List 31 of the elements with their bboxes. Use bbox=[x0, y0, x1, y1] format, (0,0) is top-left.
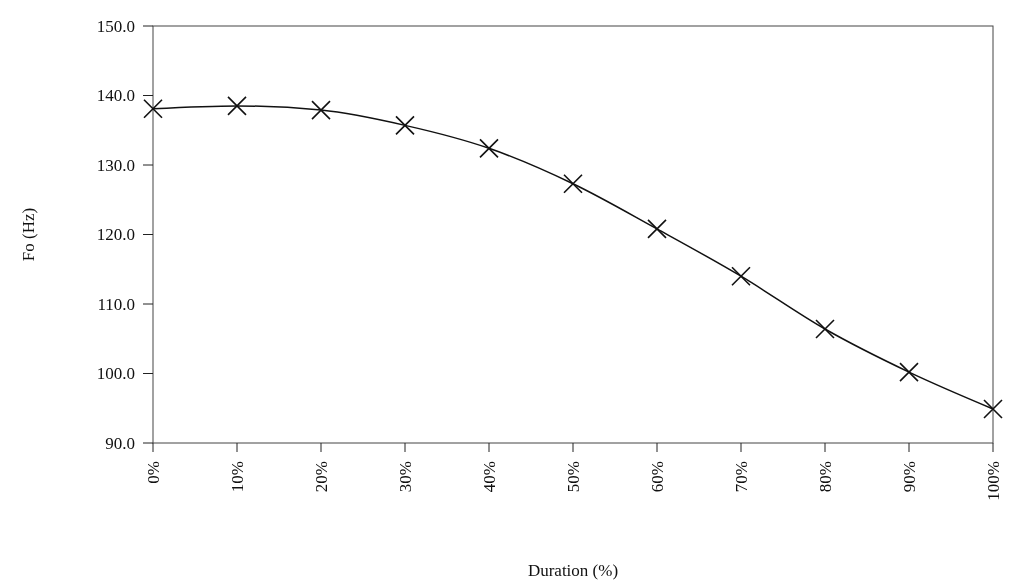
point bbox=[731, 266, 751, 286]
x-tick-label: 60% bbox=[648, 461, 667, 493]
point bbox=[983, 399, 1003, 419]
point bbox=[815, 319, 835, 339]
point bbox=[899, 362, 919, 382]
point bbox=[395, 115, 415, 136]
point bbox=[143, 98, 163, 119]
x-tick-label: 0% bbox=[144, 461, 163, 484]
x-axis-title: Duration (%) bbox=[527, 561, 619, 580]
y-tick-label: 110.0 bbox=[97, 294, 135, 314]
y-axis-title: Fo (Hz) bbox=[19, 207, 38, 262]
y-tick-label: 90.0 bbox=[105, 433, 135, 453]
x-tick-label: 40% bbox=[480, 461, 499, 493]
x-tick-label: 10% bbox=[228, 461, 247, 493]
y-tick-label: 150.0 bbox=[96, 16, 135, 36]
y-tick-label: 120.0 bbox=[96, 225, 135, 245]
point bbox=[479, 138, 499, 159]
point bbox=[311, 100, 331, 120]
x-tick-label: 90% bbox=[900, 461, 919, 493]
x-tick-label: 80% bbox=[816, 461, 835, 493]
y-tick-label: 140.0 bbox=[96, 86, 135, 106]
x-tick-label: 20% bbox=[312, 461, 331, 493]
x-tick-label: 30% bbox=[396, 461, 415, 493]
point bbox=[563, 173, 583, 194]
y-tick-label: 130.0 bbox=[96, 155, 135, 175]
x-tick-label: 50% bbox=[564, 461, 583, 493]
y-tick-label: 100.0 bbox=[96, 364, 135, 384]
point bbox=[227, 96, 247, 116]
x-tick-label: 100% bbox=[984, 461, 1003, 501]
x-tick-label: 70% bbox=[732, 461, 751, 493]
point bbox=[647, 219, 667, 239]
